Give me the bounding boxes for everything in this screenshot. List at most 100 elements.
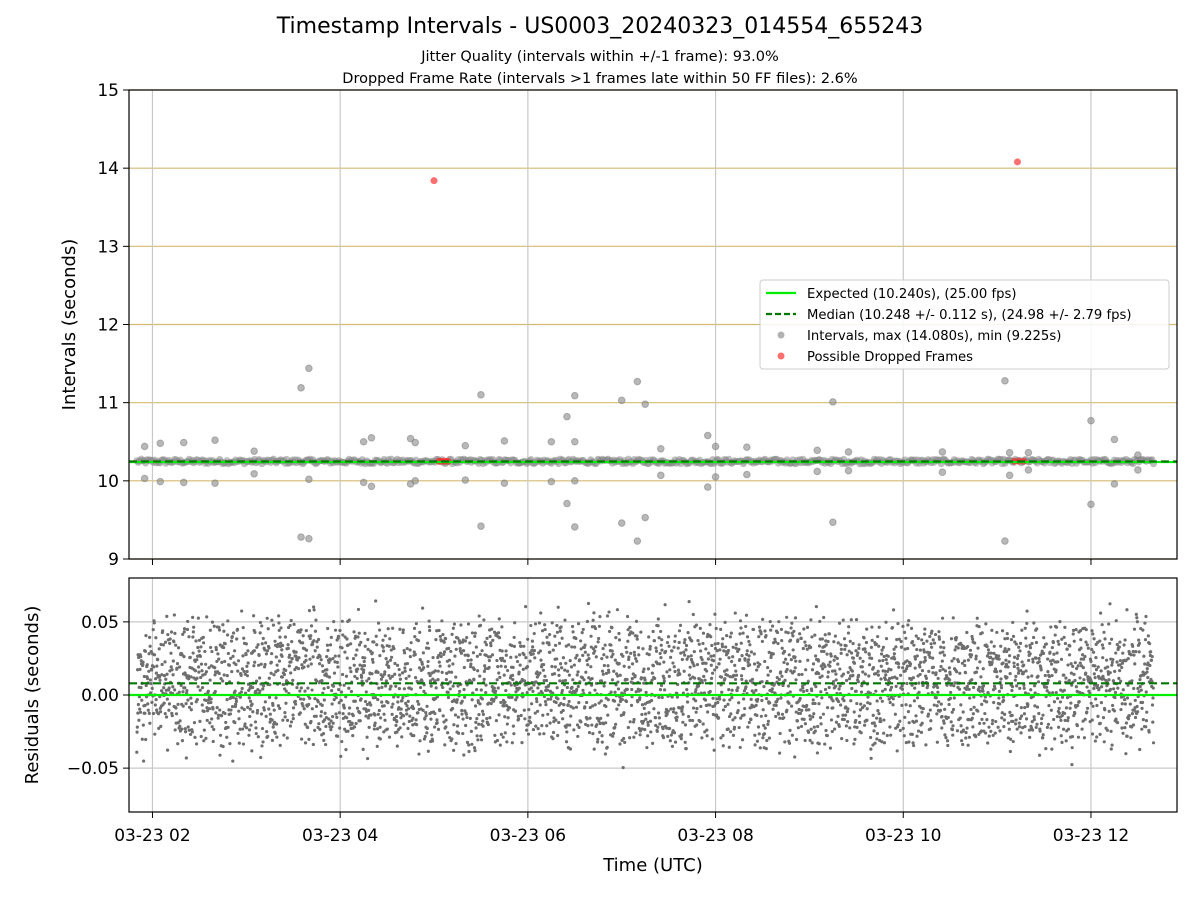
residual-point — [159, 724, 163, 728]
residual-point — [317, 722, 321, 726]
residual-point — [437, 660, 441, 664]
residual-point — [594, 645, 598, 649]
residual-point — [641, 670, 645, 674]
residual-point — [761, 617, 765, 621]
residual-point — [820, 696, 824, 700]
residual-point — [222, 629, 226, 633]
residual-point — [888, 688, 893, 692]
residual-point — [571, 689, 576, 693]
residual-point — [851, 673, 855, 677]
residual-point — [237, 741, 241, 745]
residual-point — [388, 658, 393, 662]
residual-point — [639, 630, 643, 634]
residual-point — [1076, 735, 1081, 739]
residual-point — [408, 714, 412, 718]
residual-point — [591, 731, 595, 736]
x-tick-label: 03-23 02 — [114, 826, 190, 846]
residual-point — [977, 625, 981, 629]
residual-point — [320, 664, 325, 668]
residual-point — [544, 703, 548, 707]
residual-point — [626, 639, 630, 643]
residual-point — [434, 638, 438, 642]
residual-point — [433, 669, 437, 673]
residual-point — [813, 654, 818, 658]
residual-point — [341, 633, 345, 637]
residual-point — [653, 716, 658, 720]
residual-point — [1124, 721, 1129, 725]
residual-point — [149, 691, 153, 695]
residual-point — [189, 675, 193, 679]
residual-point — [278, 706, 282, 710]
residual-point — [585, 700, 589, 705]
residual-point — [1113, 695, 1117, 700]
residual-point — [793, 755, 797, 759]
residual-point — [528, 715, 532, 719]
residual-point — [525, 664, 530, 669]
residual-point — [140, 737, 144, 741]
residual-point — [1035, 705, 1040, 709]
residual-point — [399, 716, 403, 720]
residual-point — [139, 654, 143, 659]
residual-point — [806, 679, 810, 683]
residual-point — [1076, 664, 1080, 668]
residual-point — [510, 673, 515, 677]
residual-point — [781, 683, 785, 688]
residual-point — [813, 701, 817, 706]
residual-point — [845, 710, 850, 714]
residual-point — [903, 715, 907, 720]
residual-point — [500, 625, 504, 629]
residual-point — [646, 723, 650, 727]
residual-point — [246, 649, 250, 653]
interval-outlier-point — [844, 448, 853, 456]
residual-point — [1092, 637, 1096, 641]
residual-point — [831, 706, 835, 710]
residual-point — [1133, 698, 1137, 702]
residual-point — [924, 743, 928, 747]
residual-point — [186, 674, 191, 678]
residual-point — [381, 649, 386, 653]
residual-point — [919, 660, 923, 664]
residual-point — [325, 668, 329, 672]
interval-outlier-point — [461, 476, 470, 484]
residual-point — [236, 659, 241, 663]
residual-point — [150, 668, 154, 672]
residual-point — [942, 653, 947, 657]
residual-point — [685, 688, 689, 692]
residual-point — [610, 626, 614, 630]
residual-point — [810, 668, 815, 672]
residual-point — [197, 649, 201, 653]
residual-point — [990, 660, 994, 665]
residual-point — [1129, 653, 1133, 657]
residual-point — [1053, 737, 1057, 741]
residual-point — [591, 704, 595, 708]
residual-point — [1023, 691, 1028, 695]
residual-point — [1091, 704, 1095, 708]
residual-point — [543, 674, 547, 678]
residual-point — [363, 631, 367, 635]
residual-point — [297, 656, 301, 660]
residual-point — [151, 628, 155, 632]
residual-point — [283, 711, 287, 715]
residual-point — [1145, 710, 1149, 714]
residual-point — [1045, 689, 1049, 693]
residual-point — [1101, 716, 1106, 720]
residual-point — [839, 703, 843, 707]
residual-point — [173, 728, 177, 732]
residual-point — [806, 658, 810, 662]
residual-point — [786, 684, 791, 688]
residual-point — [383, 670, 387, 674]
residual-point — [479, 738, 484, 742]
residual-point — [163, 640, 168, 644]
x-tick-label: 03-23 12 — [1053, 826, 1129, 846]
residual-point — [1049, 662, 1054, 666]
residual-point — [332, 671, 337, 675]
residual-point — [382, 712, 386, 716]
residual-point — [873, 724, 877, 728]
residual-point — [846, 631, 851, 635]
residual-point — [655, 729, 659, 734]
residual-point — [647, 635, 651, 639]
residual-point — [766, 666, 770, 670]
residual-point — [561, 656, 566, 660]
residual-point — [1122, 698, 1127, 702]
